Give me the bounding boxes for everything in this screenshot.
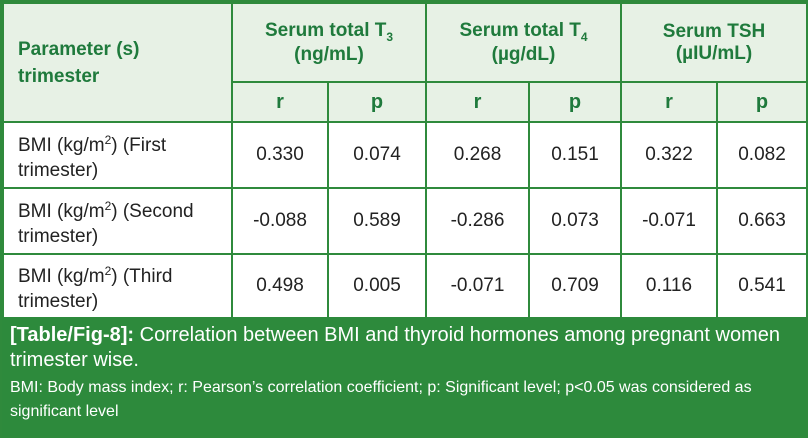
parameter-header: Parameter (s) trimester — [2, 2, 233, 123]
caption-main: [Table/Fig-8]: Correlation between BMI a… — [10, 323, 796, 373]
table-row: BMI (kg/m2) (Second trimester) -0.088 0.… — [2, 187, 808, 255]
t4-r-header: r — [425, 81, 530, 123]
row-parameter-text: ) (Third — [111, 265, 173, 287]
tsh-header-label: Serum TSH — [662, 20, 766, 42]
row-parameter: BMI (kg/m2) (Third trimester) — [2, 253, 233, 319]
t4-p-value: 0.709 — [528, 253, 622, 319]
row-parameter: BMI (kg/m2) (First trimester) — [2, 121, 233, 189]
t4-header-subscript: 4 — [580, 29, 588, 44]
t3-p-value: 0.589 — [327, 187, 427, 255]
row-parameter-superscript: 2 — [104, 263, 112, 278]
t4-r-value: -0.286 — [425, 187, 530, 255]
t3-header-label: Serum total T — [264, 19, 387, 41]
t3-r-header: r — [231, 81, 329, 123]
table-row: BMI (kg/m2) (Third trimester) 0.498 0.00… — [2, 253, 808, 319]
t3-header-unit: (ng/mL) — [294, 43, 364, 65]
row-parameter-superscript: 2 — [104, 132, 112, 147]
t4-r-value: -0.071 — [425, 253, 530, 319]
header-row: Parameter (s) trimester Serum total T3 (… — [2, 2, 808, 123]
parameter-header-line2: trimester — [18, 65, 100, 87]
t3-header-subscript: 3 — [386, 29, 394, 44]
t3-header: Serum total T3 (ng/mL) — [231, 2, 427, 83]
tsh-r-value: 0.322 — [620, 121, 718, 189]
row-parameter-text: ) (Second — [111, 200, 194, 222]
tsh-header-unit: (µIU/mL) — [675, 42, 753, 64]
correlation-table: Parameter (s) trimester Serum total T3 (… — [2, 2, 808, 319]
t3-p-header: p — [327, 81, 427, 123]
t4-p-header: p — [528, 81, 622, 123]
row-parameter-text: BMI (kg/m — [18, 134, 105, 156]
t4-header-label: Serum total T — [459, 19, 581, 41]
t4-header: Serum total T4 (µg/dL) — [425, 2, 622, 83]
caption-label: [Table/Fig-8]: — [10, 324, 135, 346]
row-parameter-text: BMI (kg/m — [18, 200, 105, 222]
t4-r-value: 0.268 — [425, 121, 530, 189]
caption-text: Correlation between BMI and thyroid horm… — [10, 324, 780, 371]
row-parameter-text: trimester) — [18, 290, 99, 312]
tsh-p-value: 0.082 — [715, 121, 808, 189]
t3-r-value: 0.330 — [231, 121, 329, 189]
caption-note: BMI: Body mass index; r: Pearson’s corre… — [10, 379, 752, 420]
tsh-header: Serum TSH (µIU/mL) — [619, 2, 808, 83]
row-parameter-text: BMI (kg/m — [18, 265, 105, 287]
tsh-r-value: 0.116 — [620, 253, 718, 319]
row-parameter: BMI (kg/m2) (Second trimester) — [2, 187, 233, 255]
tsh-p-value: 0.541 — [715, 253, 808, 319]
parameter-header-line1: Parameter (s) — [18, 38, 140, 60]
tsh-p-value: 0.663 — [715, 187, 808, 255]
row-parameter-text: trimester) — [18, 159, 99, 181]
t3-r-value: 0.498 — [231, 253, 329, 319]
t4-p-value: 0.073 — [528, 187, 622, 255]
t4-p-value: 0.151 — [528, 121, 622, 189]
row-parameter-superscript: 2 — [104, 198, 112, 213]
t3-p-value: 0.074 — [327, 121, 427, 189]
table-row: BMI (kg/m2) (First trimester) 0.330 0.07… — [2, 121, 808, 189]
tsh-r-value: -0.071 — [620, 187, 718, 255]
tsh-p-header: p — [715, 81, 808, 123]
t3-r-value: -0.088 — [231, 187, 329, 255]
row-parameter-text: trimester) — [18, 225, 99, 247]
table-caption: [Table/Fig-8]: Correlation between BMI a… — [2, 317, 806, 436]
t3-p-value: 0.005 — [327, 253, 427, 319]
tsh-r-header: r — [620, 81, 718, 123]
t4-header-unit: (µg/dL) — [491, 43, 556, 65]
subheader-row: r p r p r p — [3, 81, 808, 123]
row-parameter-text: ) (First — [111, 134, 167, 156]
